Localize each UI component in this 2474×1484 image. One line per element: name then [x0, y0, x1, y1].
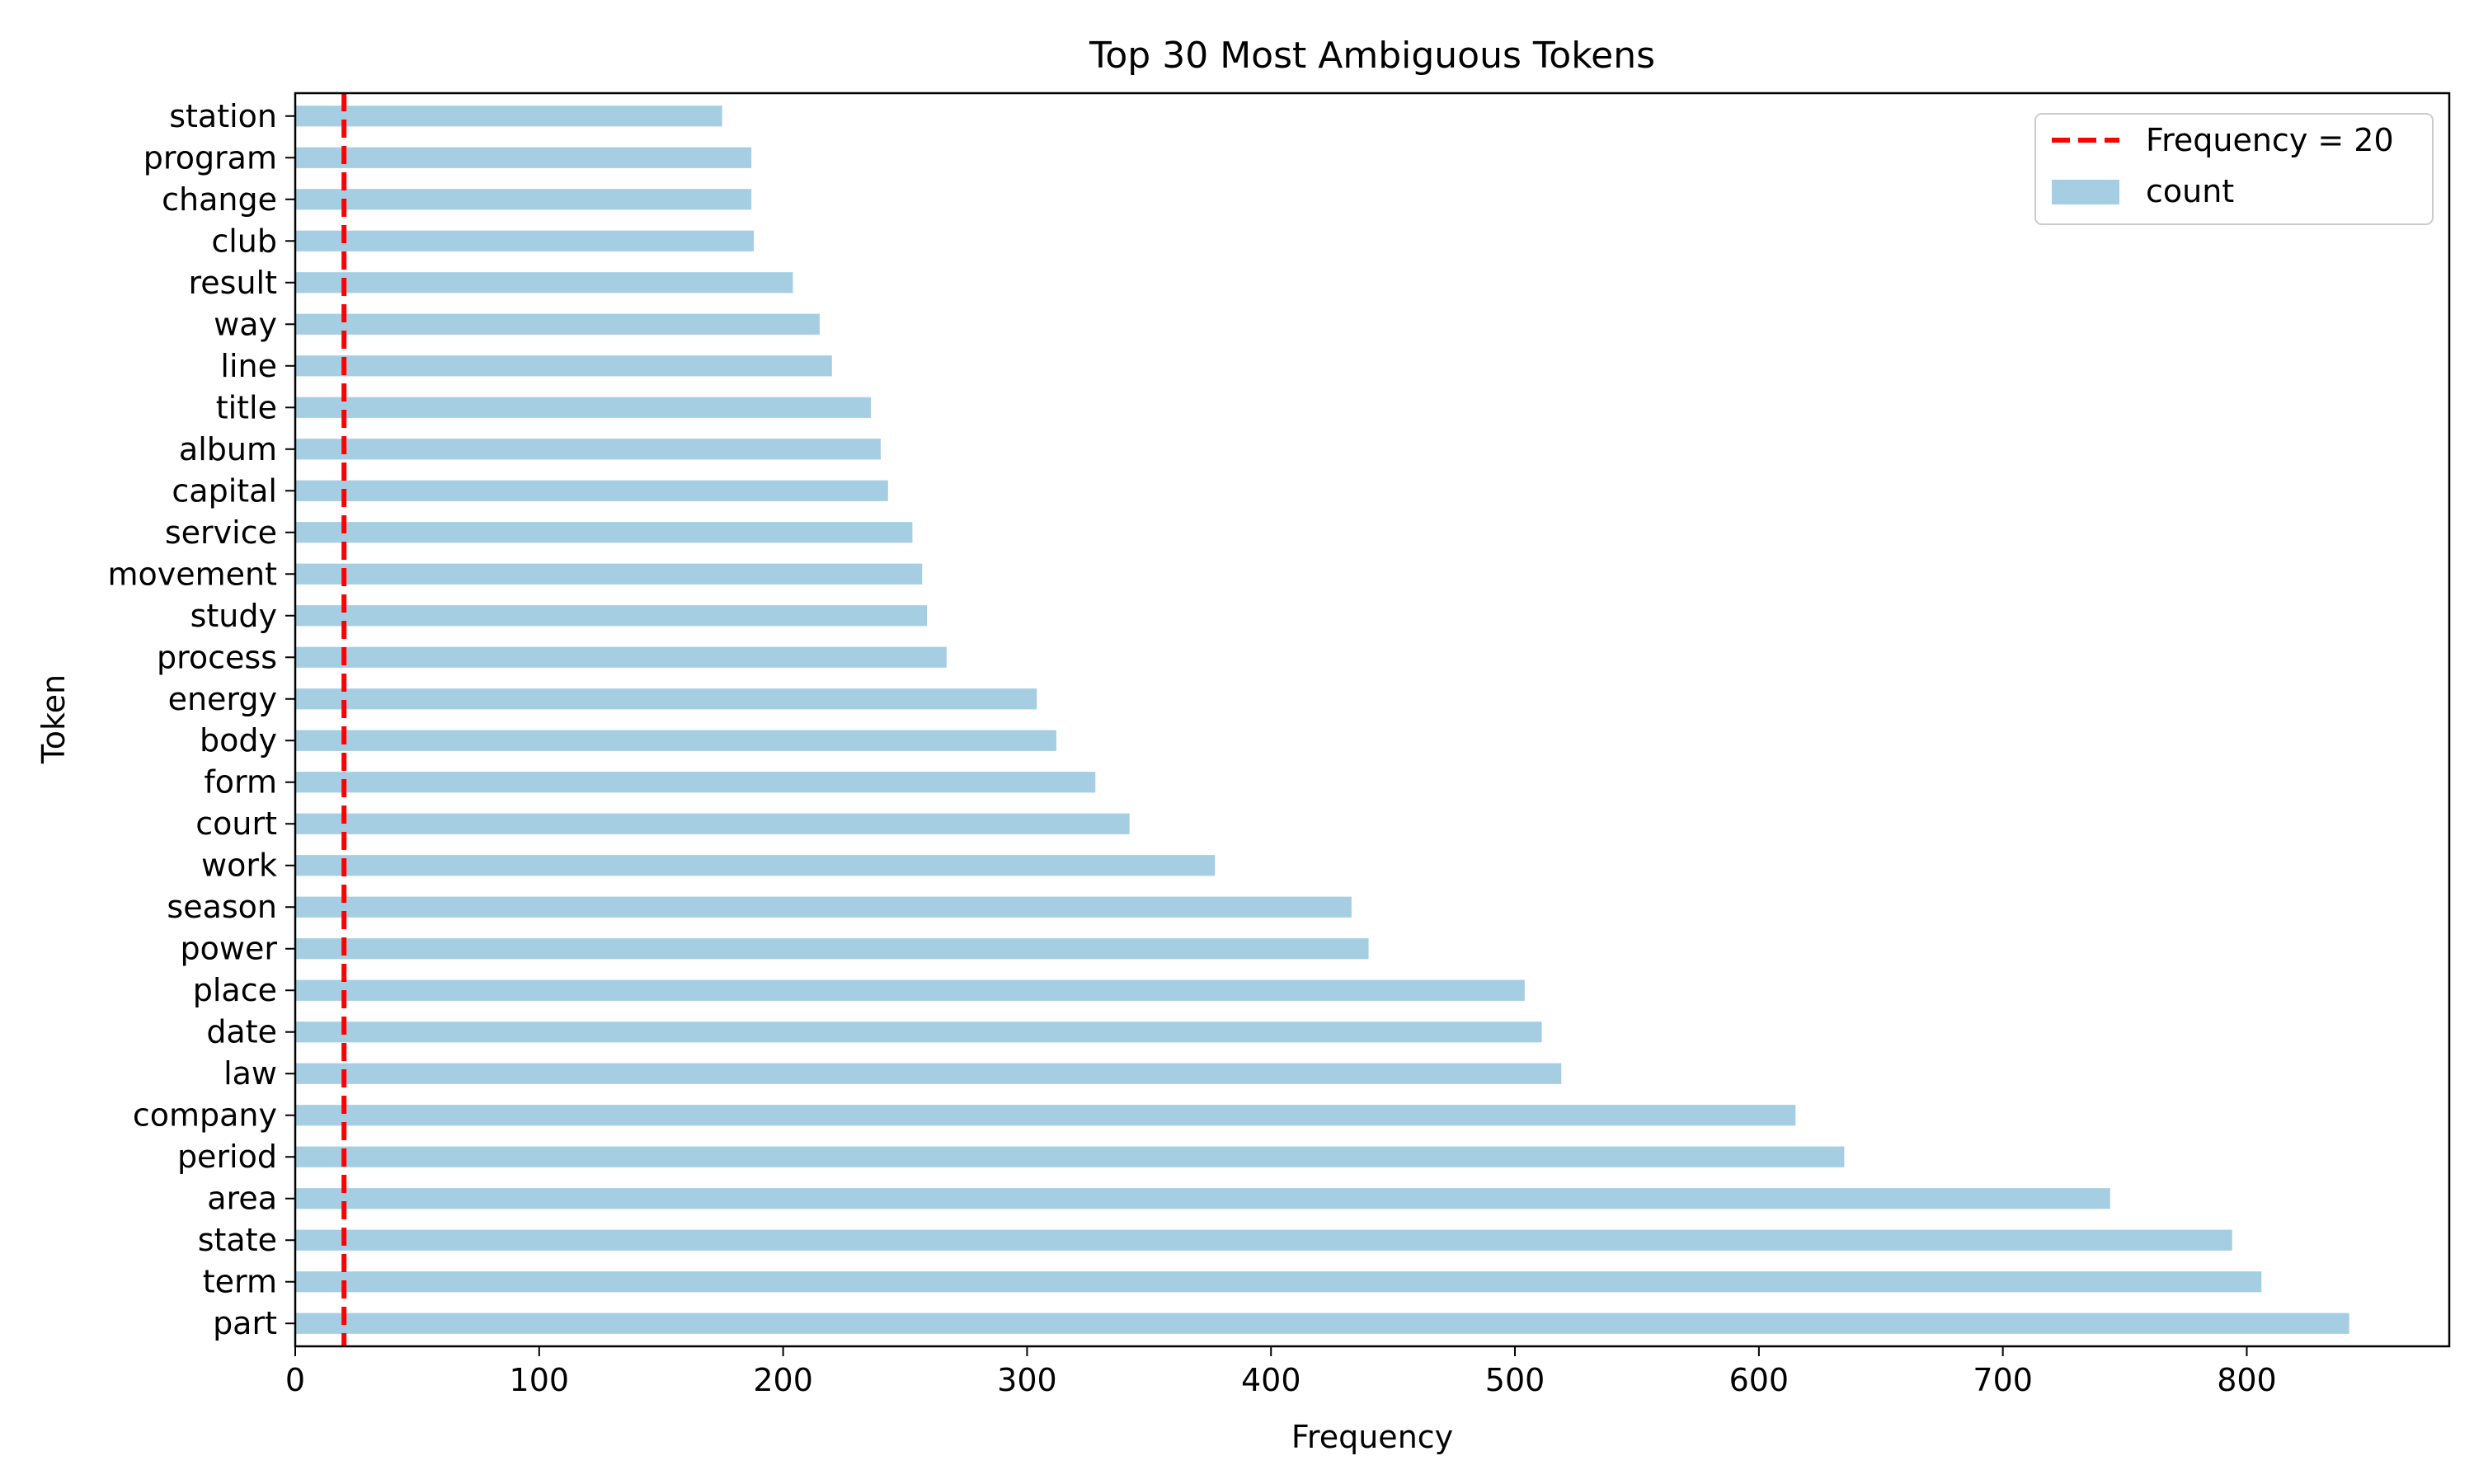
y-tick-label-line: line [220, 348, 277, 384]
x-tick-label-600: 600 [1729, 1362, 1790, 1398]
legend-frame [2034, 113, 2434, 225]
x-tick-label-500: 500 [1485, 1362, 1545, 1398]
bar-title [295, 397, 872, 418]
bar-form [295, 772, 1096, 793]
y-tick-label-form: form [204, 764, 277, 801]
y-tick-label-change: change [162, 181, 277, 218]
y-tick-label-law: law [223, 1055, 277, 1092]
bar-club [295, 230, 755, 251]
y-tick-label-term: term [203, 1264, 277, 1300]
bar-date [295, 1021, 1542, 1043]
bar-company [295, 1105, 1796, 1126]
x-tick-label-800: 800 [2217, 1362, 2277, 1398]
bar-period [295, 1146, 1845, 1167]
y-tick-label-area: area [207, 1181, 277, 1217]
y-tick-label-station: station [169, 98, 277, 134]
y-tick-label-energy: energy [168, 681, 277, 717]
x-tick-label-300: 300 [997, 1362, 1057, 1398]
bar-movement [295, 563, 923, 585]
y-tick-label-title: title [216, 389, 277, 425]
bar-change [295, 189, 752, 210]
bar-state [295, 1229, 2232, 1251]
bar-part [295, 1313, 2349, 1334]
legend-count-label: count [2146, 173, 2234, 209]
bar-result [295, 272, 793, 294]
x-tick-label-100: 100 [510, 1362, 570, 1398]
y-tick-label-result: result [188, 265, 277, 301]
legend-reference-label: Frequency = 20 [2146, 122, 2394, 158]
x-tick-label-700: 700 [1973, 1362, 2033, 1398]
y-axis-label: Token [35, 674, 72, 764]
axes-layer: part term state area period company law date pla… [107, 92, 2451, 1398]
x-tick-label-400: 400 [1241, 1362, 1301, 1398]
y-tick-label-way: way [214, 306, 277, 342]
bar-station [295, 106, 722, 127]
y-tick-label-body: body [200, 722, 277, 758]
y-tick-label-album: album [179, 431, 277, 467]
y-tick-label-season: season [167, 889, 277, 925]
y-tick-label-study: study [190, 598, 277, 634]
bar-power [295, 938, 1369, 960]
bar-album [295, 439, 881, 460]
y-tick-label-service: service [165, 514, 277, 551]
x-tick-label-0: 0 [285, 1362, 305, 1398]
y-tick-label-company: company [133, 1097, 277, 1134]
y-tick-label-program: program [143, 139, 277, 176]
bar-energy [295, 688, 1037, 710]
x-tick-label-200: 200 [753, 1362, 813, 1398]
chart-title: Top 30 Most Ambiguous Tokens [1089, 35, 1655, 77]
bar-process [295, 646, 947, 668]
y-tick-label-state: state [198, 1222, 277, 1258]
y-tick-label-process: process [157, 639, 277, 675]
x-axis-label: Frequency [1291, 1419, 1453, 1455]
y-tick-label-club: club [211, 223, 277, 259]
bar-law [295, 1063, 1562, 1084]
y-tick-label-court: court [195, 805, 277, 842]
y-tick-label-movement: movement [107, 556, 277, 592]
plot-frame [294, 92, 2451, 1348]
y-tick-label-power: power [181, 931, 278, 967]
bar-area [295, 1188, 2110, 1209]
y-tick-label-work: work [201, 848, 277, 884]
bar-place [295, 979, 1525, 1001]
bar-service [295, 522, 913, 543]
bar-study [295, 605, 928, 627]
bar-season [295, 896, 1352, 918]
bar-work [295, 855, 1216, 876]
y-tick-label-period: period [177, 1139, 277, 1175]
y-tick-label-place: place [193, 972, 277, 1008]
bar-program [295, 147, 752, 168]
y-tick-label-date: date [206, 1014, 277, 1050]
bars-layer [295, 106, 2349, 1334]
bar-line [295, 355, 832, 377]
bar-capital [295, 480, 888, 501]
legend-count-swatch [2052, 180, 2119, 204]
y-tick-label-part: part [213, 1305, 277, 1341]
bar-way [295, 313, 820, 335]
legend: Frequency = 20 count [2034, 113, 2434, 225]
bar-court [295, 813, 1130, 834]
y-tick-label-capital: capital [172, 472, 277, 509]
bar-term [295, 1271, 2262, 1293]
bar-body [295, 730, 1056, 751]
